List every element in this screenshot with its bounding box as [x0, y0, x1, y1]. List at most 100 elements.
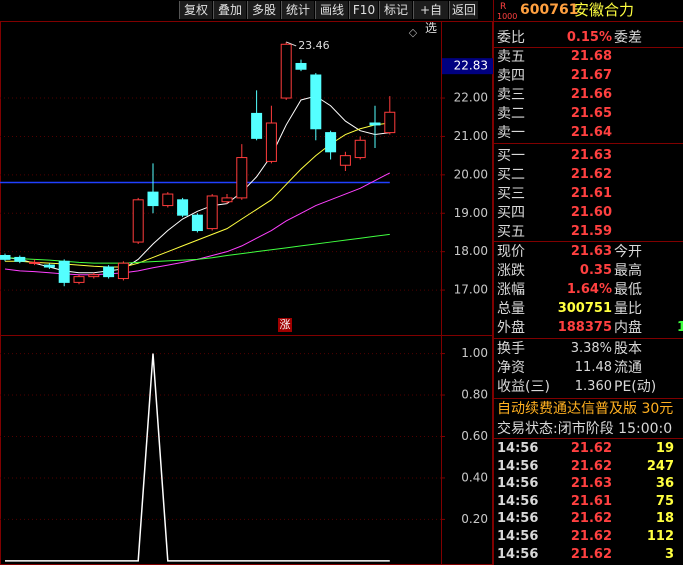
- candle-body: [147, 191, 159, 207]
- separator: [494, 47, 683, 48]
- toolbar-button[interactable]: 复权: [179, 1, 212, 19]
- candle-body: [29, 261, 41, 264]
- book-label: 卖五: [497, 49, 525, 65]
- diamond: ◇: [409, 26, 418, 39]
- toolbar-button[interactable]: +自选: [413, 1, 448, 35]
- candle-body: [132, 199, 144, 243]
- indicator-line: [5, 353, 390, 562]
- book-label: 买三: [497, 186, 525, 202]
- separator: [494, 398, 683, 399]
- candle-body: [14, 256, 26, 262]
- book-price: 21.63: [570, 148, 612, 163]
- toolbar-button[interactable]: 统计: [281, 1, 314, 19]
- book-price: 21.67: [570, 68, 612, 83]
- flag: R: [500, 2, 507, 12]
- stat-label: 今开: [614, 244, 642, 260]
- toolbar-button[interactable]: 画线: [315, 1, 348, 19]
- frame: [0, 21, 493, 565]
- trade-time: 14:56: [497, 529, 539, 544]
- y-tick-label: 0.80: [461, 388, 488, 402]
- candle-body: [43, 264, 55, 268]
- stat-label: 最高: [614, 263, 642, 279]
- trade-price: 21.62: [570, 441, 612, 456]
- quote-panel: R 1000 600761 安徽合力 委比 0.15% 委差 卖五 21.68 卖四 21.67 卖三…: [493, 0, 683, 565]
- candle-body: [251, 112, 263, 139]
- y-tick-label: 21.00: [454, 129, 488, 143]
- book-label: 卖三: [497, 87, 525, 103]
- candle-body: [369, 122, 381, 126]
- candle-body: [339, 155, 351, 166]
- candle-body: [88, 274, 100, 278]
- high-pointer: [286, 41, 297, 47]
- candle-body: [265, 122, 277, 162]
- book-price: 21.65: [570, 106, 612, 121]
- stat-value: 1: [677, 320, 683, 335]
- candle-body: [221, 197, 233, 203]
- book-label: 卖四: [497, 68, 525, 84]
- toolbar-button[interactable]: F10: [349, 1, 378, 19]
- y-tick-label: 19.00: [454, 206, 488, 220]
- stat-label: 量比: [614, 301, 642, 317]
- book-label: 卖一: [497, 125, 525, 141]
- toolbar-button[interactable]: 多股: [247, 1, 280, 19]
- y-tick-label: 20.00: [454, 167, 488, 181]
- toolbar: 复权 叠加 多股 统计 画线 F10 标记 +自选 返回: [0, 0, 493, 35]
- finance-value: 3.38%: [570, 341, 612, 356]
- stat-label: 涨幅: [497, 282, 525, 298]
- candle-body: [236, 157, 248, 199]
- separator: [494, 438, 683, 439]
- y-tick-label: 0.40: [461, 470, 488, 484]
- separator: [494, 241, 683, 242]
- candle-body: [73, 276, 85, 283]
- toolbar-button[interactable]: 叠加: [213, 1, 246, 19]
- stat-value: 1.64%: [566, 282, 612, 297]
- candle-body: [103, 266, 115, 278]
- trade-price: 21.62: [570, 529, 612, 544]
- finance-label: 收益(三): [497, 379, 550, 395]
- y-tick-label: 22.00: [454, 91, 488, 105]
- candle-body: [384, 111, 396, 134]
- book-price: 21.60: [570, 205, 612, 220]
- finance-value: 11.48: [574, 360, 612, 375]
- separator: [494, 143, 683, 144]
- trade-volume: 112: [646, 529, 674, 544]
- finance-label: PE(动): [614, 379, 657, 395]
- toolbar-button[interactable]: 返回: [449, 1, 478, 19]
- trade-volume: 247: [646, 458, 674, 474]
- finance-value: 1.360: [574, 379, 612, 394]
- trade-price: 21.61: [570, 493, 612, 509]
- separator: [494, 338, 683, 339]
- trade-volume: 75: [655, 493, 674, 509]
- trade-volume: 36: [655, 476, 674, 492]
- high-label: 23.46: [298, 39, 330, 52]
- y-tick-label: 18.00: [454, 244, 488, 258]
- label: 委差: [614, 30, 642, 46]
- marker: 涨: [280, 318, 291, 331]
- banner[interactable]: 自动续费通达信普及版 30元: [497, 401, 674, 417]
- trade-price: 21.62: [570, 511, 612, 527]
- stock-code: 600761: [520, 2, 579, 18]
- finance-label: 净资: [497, 360, 525, 376]
- current-price-label: 22.83: [454, 59, 488, 73]
- trade-time: 14:56: [497, 441, 539, 456]
- candle-body: [117, 262, 129, 280]
- flag-sub: 1000: [497, 12, 518, 21]
- toolbar-button[interactable]: 标记: [379, 1, 412, 19]
- candle-body: [310, 74, 322, 130]
- candle-body: [177, 199, 189, 216]
- trade-price: 21.62: [570, 546, 612, 562]
- book-label: 卖二: [497, 106, 525, 122]
- stat-label: 涨跌: [497, 263, 525, 279]
- book-price: 21.59: [570, 224, 612, 239]
- candle-body: [295, 62, 307, 70]
- stat-label: 现价: [497, 244, 525, 260]
- stat-value: 0.35: [579, 263, 612, 278]
- y-tick-label: 0.20: [461, 512, 488, 526]
- finance-label: 股本: [614, 341, 642, 357]
- candle-body: [354, 139, 366, 159]
- separator: [494, 21, 683, 22]
- marker-box: [278, 318, 292, 332]
- candle-body: [191, 214, 203, 232]
- status: 交易状态:闭市阶段 15:00:0: [497, 421, 673, 437]
